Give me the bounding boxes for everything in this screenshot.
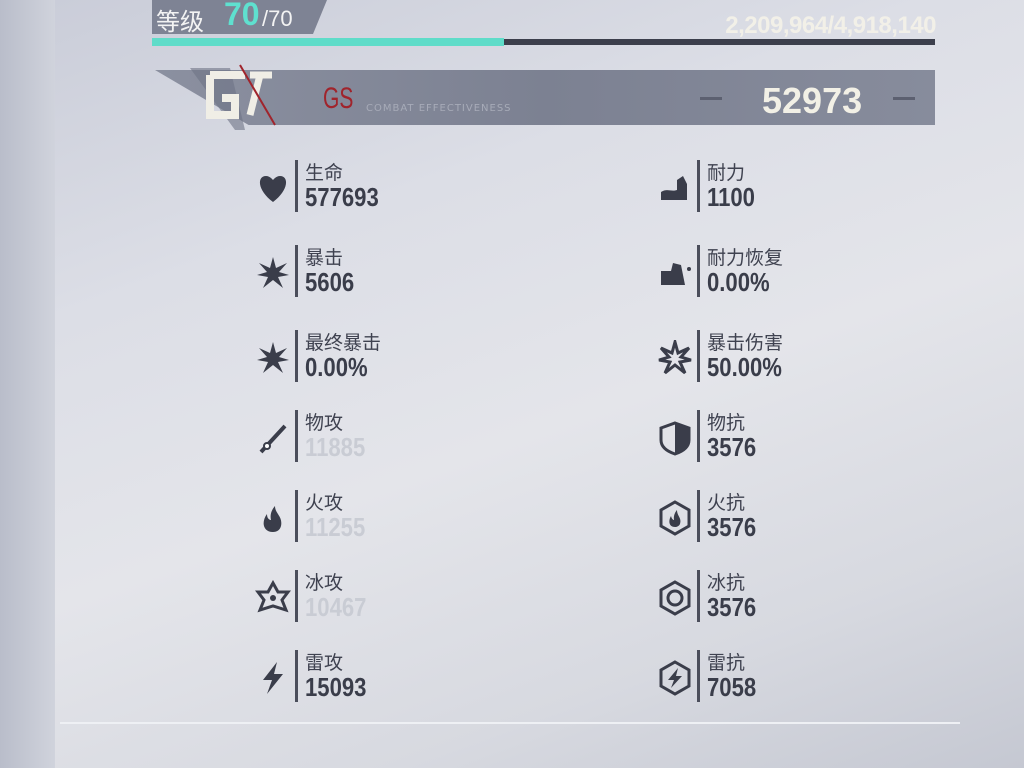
divider [697, 570, 700, 622]
exp-bar [152, 38, 935, 46]
shield-icon [659, 421, 691, 456]
level-panel [152, 0, 327, 34]
stat-label: 雷攻 [305, 652, 344, 674]
stat-label: 物抗 [707, 412, 746, 434]
stat-value: 15093 [305, 672, 367, 702]
divider [697, 490, 700, 542]
lightning-icon [263, 662, 283, 694]
stat-value: 11885 [305, 432, 366, 462]
stat-label: 耐力恢复 [707, 247, 784, 269]
stat-value: 50.00% [707, 352, 782, 382]
divider [697, 410, 700, 462]
stat-value: 5606 [305, 267, 355, 297]
heart-icon [259, 176, 287, 202]
exp-text: 2,209,964/4,918,140 [725, 12, 936, 39]
gs-banner [155, 70, 935, 125]
divider [295, 490, 298, 542]
fire-resist-icon [659, 500, 691, 536]
divider [295, 570, 298, 622]
stat-value: 0.00% [305, 352, 368, 382]
stat-label: 暴击伤害 [707, 332, 784, 354]
stat-label: 物攻 [305, 412, 344, 434]
stat-value: 1100 [707, 182, 755, 212]
stat-value: 577693 [305, 182, 379, 212]
stat-value: 3576 [707, 592, 757, 622]
stat-label: 冰抗 [707, 572, 746, 594]
divider [697, 160, 700, 212]
stat-label: 暴击 [305, 247, 344, 269]
stamina-recovery-icon [661, 263, 691, 285]
stat-label: 冰攻 [305, 572, 344, 594]
stat-label: 火攻 [305, 492, 344, 514]
snowflake-icon [255, 580, 291, 613]
divider [60, 722, 960, 724]
exp-bar-fill [152, 38, 504, 46]
stat-value: 10467 [305, 592, 367, 622]
gs-title: GS [323, 82, 354, 115]
muscle-icon [661, 176, 687, 200]
stat-label: 雷抗 [707, 652, 746, 674]
divider [295, 410, 298, 462]
stat-value: 11255 [305, 512, 366, 542]
stat-label: 生命 [305, 162, 344, 184]
divider [893, 97, 915, 100]
stat-value: 3576 [707, 512, 757, 542]
divider [295, 330, 298, 382]
gs-value: 52973 [762, 80, 863, 121]
gs-subtitle: COMBAT EFFECTIVENESS [366, 103, 512, 114]
stat-value: 3576 [707, 432, 757, 462]
stat-label: 火抗 [707, 492, 746, 514]
stat-value: 7058 [707, 672, 757, 702]
stat-label: 耐力 [707, 162, 746, 184]
divider [697, 650, 700, 702]
divider [697, 330, 700, 382]
crit-burst-icon [257, 257, 289, 288]
stat-label: 最终暴击 [305, 332, 382, 354]
divider [295, 160, 298, 212]
divider [697, 245, 700, 297]
thunder-resist-icon [659, 660, 691, 696]
ice-resist-icon [659, 580, 691, 616]
screen-bezel [0, 0, 55, 768]
level-current: 70 [224, 0, 260, 32]
crit-damage-icon [658, 340, 692, 375]
divider [700, 97, 722, 100]
final-crit-icon [257, 342, 289, 373]
flame-icon [263, 506, 282, 532]
divider [295, 650, 298, 702]
sword-icon [259, 424, 287, 454]
level-label: 等级 [156, 8, 204, 36]
stat-value: 0.00% [707, 267, 770, 297]
level-max: /70 [262, 6, 293, 31]
divider [295, 245, 298, 297]
gs-logo-icon [190, 64, 276, 130]
